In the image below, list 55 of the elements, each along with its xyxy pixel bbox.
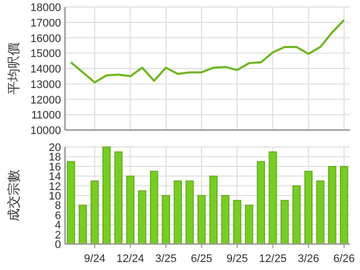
y-tick-label: 8 xyxy=(54,200,61,212)
y-axis-title: 平均呎價 xyxy=(6,42,21,94)
bar xyxy=(340,166,348,244)
bar xyxy=(244,204,254,244)
bar xyxy=(66,161,76,244)
bar xyxy=(209,176,218,244)
bar xyxy=(292,185,301,244)
x-tick-label: 9/24 xyxy=(84,253,106,265)
bar xyxy=(256,161,266,244)
bar xyxy=(174,180,182,244)
x-tick-label: 3/25 xyxy=(155,253,177,265)
y-tick-label: 12000 xyxy=(30,94,61,106)
bar xyxy=(233,200,242,244)
y-tick-label: 15000 xyxy=(30,48,61,60)
x-tick-label: 6/26 xyxy=(333,253,355,265)
y-axis-title: 成交宗數 xyxy=(6,170,21,222)
y-tick-label: 10000 xyxy=(30,125,61,137)
y-tick-label: 20 xyxy=(48,142,61,154)
bar xyxy=(114,151,123,244)
bar xyxy=(328,166,336,244)
y-tick-label: 14 xyxy=(48,171,61,184)
bar xyxy=(126,176,134,244)
y-tick-label: 11000 xyxy=(31,110,61,122)
y-tick-label: 13000 xyxy=(30,78,61,91)
y-tick-label: 0 xyxy=(54,239,61,251)
y-tick-label: 6 xyxy=(54,210,61,222)
y-tick-label: 18 xyxy=(48,152,61,164)
bar xyxy=(138,190,146,244)
y-tick-label: 14000 xyxy=(30,64,61,76)
bar xyxy=(90,180,99,244)
x-tick-label: 9/25 xyxy=(226,253,248,265)
bar xyxy=(268,151,277,244)
bar xyxy=(197,195,206,244)
y-tick-label: 2 xyxy=(54,229,61,242)
y-tick-label: 12 xyxy=(48,180,61,193)
line-series xyxy=(70,19,346,84)
bar xyxy=(150,170,158,244)
bar xyxy=(280,200,289,244)
y-tick-label: 4 xyxy=(54,220,61,232)
x-tick-label: 3/26 xyxy=(298,253,320,265)
bar xyxy=(78,204,87,244)
y-tick-label: 10 xyxy=(48,190,61,202)
x-tick-label: 12/25 xyxy=(259,253,287,265)
x-tick-label: 12/24 xyxy=(116,253,144,265)
bar xyxy=(102,146,111,244)
bar xyxy=(304,170,313,244)
x-tick-label: 6/25 xyxy=(190,253,212,265)
bar xyxy=(221,195,230,244)
y-tick-label: 16 xyxy=(48,161,61,174)
bar xyxy=(162,195,170,244)
bar xyxy=(316,180,324,244)
y-tick-label: 18000 xyxy=(30,2,61,14)
bar xyxy=(186,180,194,244)
y-tick-label: 16000 xyxy=(30,32,61,45)
y-tick-label: 17000 xyxy=(30,17,61,30)
